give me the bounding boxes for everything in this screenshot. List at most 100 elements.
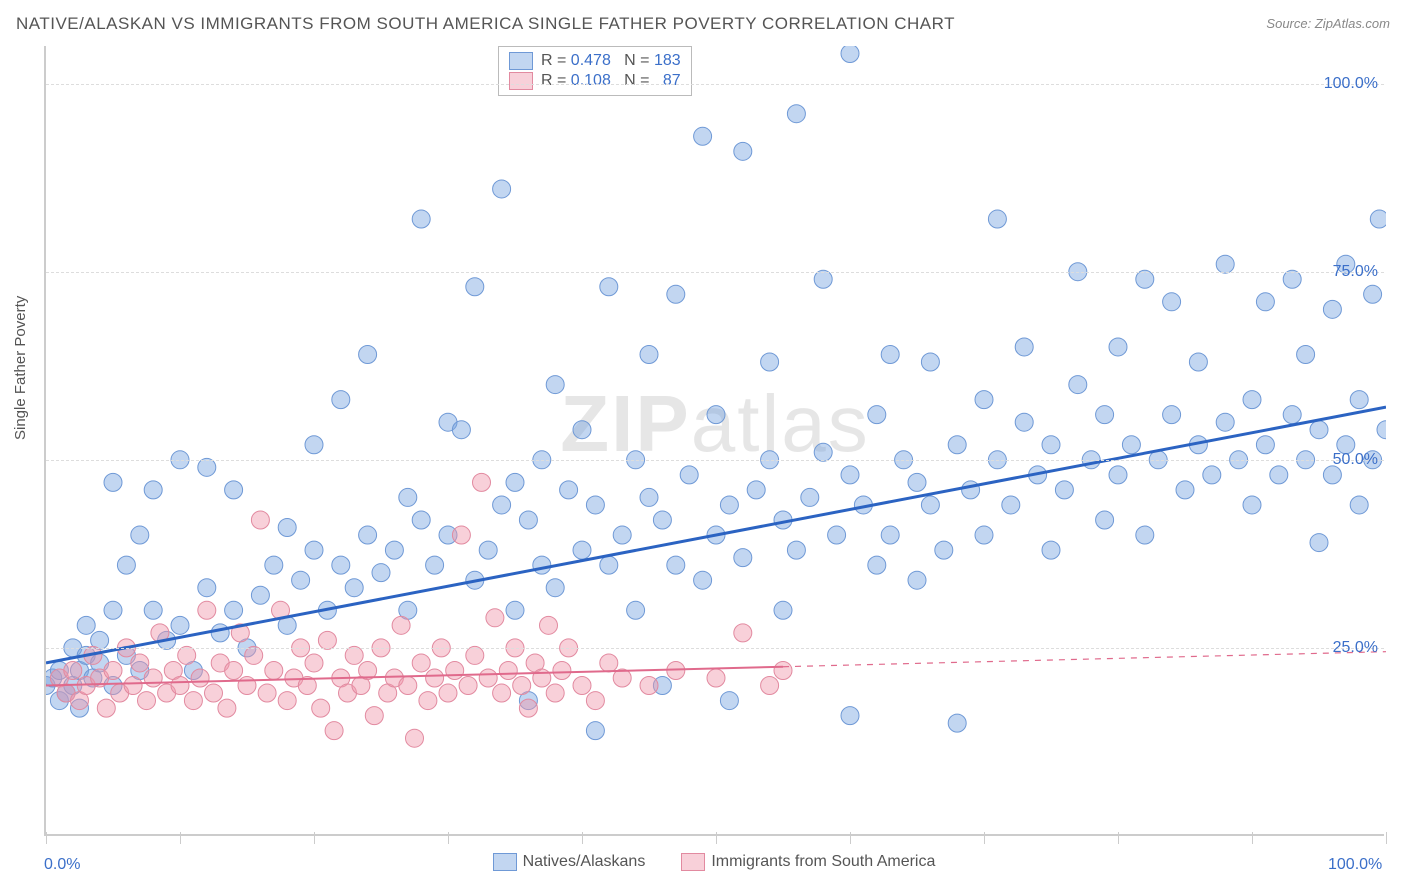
y-axis-label: Single Father Poverty xyxy=(12,296,29,440)
legend-swatch xyxy=(509,52,533,70)
data-point xyxy=(921,353,939,371)
data-point xyxy=(1203,466,1221,484)
data-point xyxy=(412,210,430,228)
data-point xyxy=(1136,270,1154,288)
data-point xyxy=(640,345,658,363)
data-point xyxy=(1350,391,1368,409)
data-point xyxy=(439,684,457,702)
data-point xyxy=(399,677,417,695)
x-tick xyxy=(984,832,985,844)
data-point xyxy=(506,601,524,619)
data-point xyxy=(787,105,805,123)
x-tick xyxy=(716,832,717,844)
data-point xyxy=(144,481,162,499)
data-point xyxy=(747,481,765,499)
data-point xyxy=(452,421,470,439)
data-point xyxy=(1297,345,1315,363)
data-point xyxy=(144,669,162,687)
data-point xyxy=(573,541,591,559)
data-point xyxy=(553,661,571,679)
data-point xyxy=(372,564,390,582)
data-point xyxy=(600,654,618,672)
gridline-h xyxy=(46,84,1384,85)
data-point xyxy=(948,436,966,454)
data-point xyxy=(144,601,162,619)
x-tick xyxy=(448,832,449,844)
legend-swatch xyxy=(681,853,705,871)
data-point xyxy=(479,669,497,687)
data-point xyxy=(761,677,779,695)
data-point xyxy=(238,677,256,695)
y-tick-label: 75.0% xyxy=(1333,263,1378,281)
data-point xyxy=(814,270,832,288)
data-point xyxy=(359,345,377,363)
data-point xyxy=(499,661,517,679)
data-point xyxy=(962,481,980,499)
data-point xyxy=(1069,376,1087,394)
data-point xyxy=(533,556,551,574)
legend-text: R = 0.108 N = 87 xyxy=(541,72,681,90)
data-point xyxy=(1364,285,1382,303)
data-point xyxy=(734,624,752,642)
data-point xyxy=(921,496,939,514)
data-point xyxy=(1270,466,1288,484)
data-point xyxy=(171,616,189,634)
data-point xyxy=(540,616,558,634)
data-point xyxy=(171,677,189,695)
data-point xyxy=(1163,406,1181,424)
data-point xyxy=(734,142,752,160)
data-point xyxy=(1109,466,1127,484)
series-legend: Natives/AlaskansImmigrants from South Am… xyxy=(44,853,1384,876)
data-point xyxy=(251,586,269,604)
legend-swatch xyxy=(493,853,517,871)
data-point xyxy=(486,609,504,627)
data-point xyxy=(97,699,115,717)
data-point xyxy=(586,496,604,514)
data-point xyxy=(519,699,537,717)
data-point xyxy=(178,646,196,664)
data-point xyxy=(680,466,698,484)
data-point xyxy=(325,722,343,740)
data-point xyxy=(332,556,350,574)
data-point xyxy=(908,473,926,491)
data-point xyxy=(988,210,1006,228)
data-point xyxy=(292,571,310,589)
data-point xyxy=(412,511,430,529)
data-point xyxy=(707,669,725,687)
data-point xyxy=(627,601,645,619)
data-point xyxy=(513,677,531,695)
data-point xyxy=(640,488,658,506)
data-point xyxy=(205,684,223,702)
data-point xyxy=(399,488,417,506)
data-point xyxy=(1042,436,1060,454)
gridline-h xyxy=(46,648,1384,649)
legend-swatch xyxy=(509,72,533,90)
source-attribution: Source: ZipAtlas.com xyxy=(1266,16,1390,31)
x-tick xyxy=(582,832,583,844)
data-point xyxy=(519,511,537,529)
data-point xyxy=(131,526,149,544)
data-point xyxy=(446,661,464,679)
correlation-legend: R = 0.478 N = 183R = 0.108 N = 87 xyxy=(498,46,692,96)
x-tick xyxy=(850,832,851,844)
data-point xyxy=(305,541,323,559)
data-point xyxy=(225,601,243,619)
data-point xyxy=(948,714,966,732)
data-point xyxy=(801,488,819,506)
data-point xyxy=(1243,391,1261,409)
y-tick-label: 25.0% xyxy=(1333,639,1378,657)
data-point xyxy=(419,692,437,710)
x-tick xyxy=(46,832,47,844)
data-point xyxy=(191,669,209,687)
data-point xyxy=(586,692,604,710)
data-point xyxy=(1216,255,1234,273)
data-point xyxy=(814,443,832,461)
data-point xyxy=(1055,481,1073,499)
data-point xyxy=(1323,300,1341,318)
data-point xyxy=(720,692,738,710)
data-point xyxy=(1136,526,1154,544)
y-tick-label: 50.0% xyxy=(1333,451,1378,469)
data-point xyxy=(1350,496,1368,514)
data-point xyxy=(1042,541,1060,559)
x-tick xyxy=(314,832,315,844)
